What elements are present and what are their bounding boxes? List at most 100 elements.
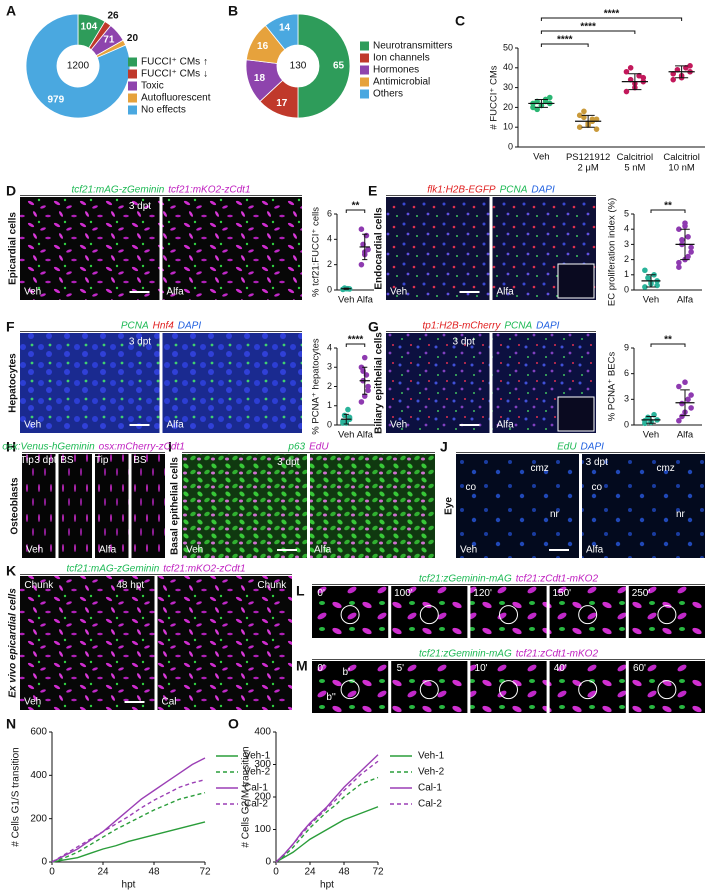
legend-label: No effects <box>141 105 186 116</box>
segment-label: 26 <box>108 11 120 22</box>
data-point <box>642 417 648 424</box>
legend-label: Ion channels <box>373 53 430 64</box>
error-bar <box>675 65 689 79</box>
data-point <box>627 65 634 71</box>
y-tick-label: 40 <box>503 62 513 72</box>
significance-bracket <box>540 43 589 47</box>
significance-bracket <box>540 17 683 21</box>
stain-label: tcf21:mAG-zGeminin <box>71 185 164 196</box>
annotation: 3 dpt <box>277 457 299 468</box>
panel-letter: B <box>228 3 238 19</box>
significance-bracket <box>345 209 366 213</box>
x-tick-label: PS121912 2 μM <box>566 152 610 173</box>
x-tick-label: Alfa <box>357 295 374 306</box>
micrograph <box>549 661 626 713</box>
x-axis-title: hpt <box>320 880 334 891</box>
stain-label: tp1:H2B-mCherry <box>423 321 502 332</box>
segment-label: 14 <box>279 22 291 33</box>
y-tick-label: 9 <box>624 342 629 352</box>
annotation: 150' <box>552 588 571 599</box>
annotation: 3 dpt <box>129 337 151 348</box>
y-tick-label: 3 <box>327 362 332 372</box>
cell-type-label: Eye <box>444 497 455 515</box>
data-point <box>363 372 370 378</box>
data-point <box>688 392 694 398</box>
data-point <box>361 354 368 361</box>
stain-label: tcf21:mAG-zGeminin <box>66 564 159 575</box>
condition-label: Veh <box>24 697 41 708</box>
annotation: 3 dpt <box>34 455 56 466</box>
y-tick-label: 1 <box>327 400 332 410</box>
legend-label: Cal-1 <box>244 783 268 794</box>
panel-letter: C <box>455 13 465 29</box>
y-axis-title: EC proliferation index (%) <box>607 198 618 306</box>
micrograph <box>391 661 468 713</box>
significance-bracket <box>345 343 366 347</box>
segment-label: 16 <box>257 41 269 52</box>
legend-label: Cal-1 <box>418 783 442 794</box>
series-line <box>275 776 379 863</box>
y-axis-title: % tcf21:FUCCI⁺ cells <box>311 207 322 297</box>
condition-label: Alfa <box>99 545 117 556</box>
stain-label: tcf21:zGeminin-mAG <box>419 649 512 660</box>
y-tick-label: 2 <box>327 259 332 269</box>
legend-label: Cal-2 <box>418 799 442 810</box>
condition-label: Veh <box>24 287 41 298</box>
data-point <box>576 124 583 130</box>
stain-label: osx:mCherry-zCdt1 <box>99 442 185 453</box>
data-point <box>676 383 682 390</box>
annotation: 48 hpt <box>116 580 144 591</box>
panel-letter: N <box>6 716 16 732</box>
y-tick-label: 30 <box>503 82 513 92</box>
cell-highlight <box>657 680 677 700</box>
error-bar <box>680 228 690 261</box>
micrograph <box>391 586 468 638</box>
condition-label: Alfa <box>497 420 515 431</box>
data-point <box>358 399 365 405</box>
annotation: cmz <box>530 463 548 474</box>
donut-segment <box>264 13 299 51</box>
micrograph <box>20 576 155 710</box>
legend-swatch <box>128 69 137 79</box>
data-point <box>642 267 648 274</box>
data-point <box>688 249 694 255</box>
data-point <box>688 405 694 411</box>
x-axis-title: hpt <box>122 880 136 891</box>
series-line <box>275 760 379 863</box>
condition-label: Alfa <box>314 545 332 556</box>
micrograph <box>549 586 626 638</box>
legend-label: Veh-1 <box>244 751 271 762</box>
annotation: 40' <box>554 663 567 674</box>
legend-label: Veh-2 <box>244 767 271 778</box>
legend-swatch <box>360 41 369 51</box>
condition-label: Cal <box>162 697 177 708</box>
y-tick-label: 4 <box>327 342 332 352</box>
legend-label: Veh-2 <box>418 767 445 778</box>
data-point <box>651 411 657 418</box>
y-tick-label: 5 <box>624 208 629 218</box>
cell-type-label: Biliary epithelial cells <box>374 332 385 434</box>
stain-label: DAPI <box>581 442 605 453</box>
error-bar <box>343 287 349 290</box>
data-point <box>365 387 371 394</box>
donut-segment <box>297 13 351 119</box>
data-point <box>623 88 630 95</box>
legend-swatch <box>360 53 369 63</box>
stain-label: PCNA <box>121 321 149 332</box>
condition-label: Alfa <box>167 420 185 431</box>
data-point <box>682 223 688 229</box>
condition-label: Alfa <box>167 287 185 298</box>
legend-label: Cal-2 <box>244 799 268 810</box>
error-bar <box>680 389 690 417</box>
micrograph <box>386 197 490 300</box>
x-tick-label: Veh <box>338 295 354 306</box>
data-point <box>623 68 630 75</box>
y-tick-label: 4 <box>624 224 629 234</box>
micrograph <box>22 454 56 558</box>
panel-letter: H <box>6 439 16 455</box>
y-tick-label: 50 <box>503 42 513 52</box>
data-point <box>676 264 682 271</box>
legend-swatch <box>360 89 369 99</box>
data-point <box>581 108 587 115</box>
legend-swatch <box>128 57 137 67</box>
